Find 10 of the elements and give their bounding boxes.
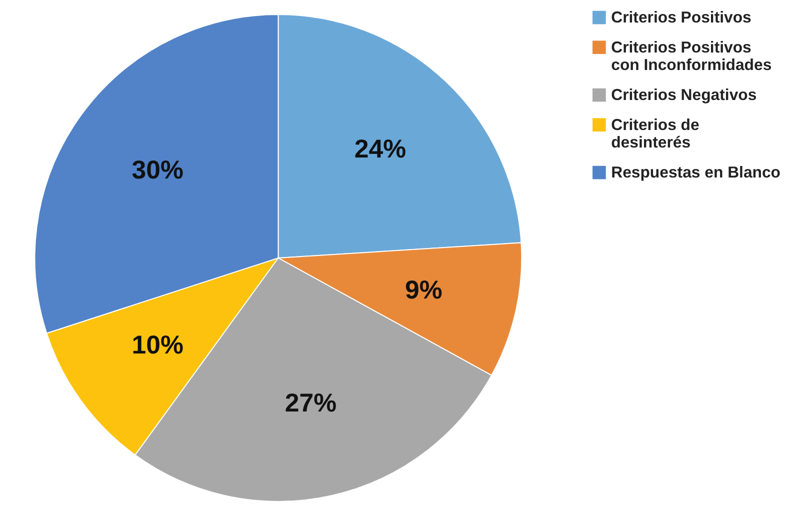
data-label: 24% bbox=[354, 135, 406, 164]
data-label: 9% bbox=[405, 276, 442, 304]
data-label: 27% bbox=[284, 389, 337, 418]
legend-label: Criterios Positivos bbox=[611, 9, 752, 26]
data-label: 10% bbox=[132, 332, 184, 360]
legend-label: Criterios de desinterés bbox=[611, 116, 700, 152]
legend-label: Respuestas en Blanco bbox=[611, 164, 781, 182]
data-label: 30% bbox=[132, 156, 184, 184]
legend-label: Criterios Positivos con Inconformidades bbox=[611, 39, 772, 74]
legend-label: Criterios Negativos bbox=[611, 86, 757, 104]
